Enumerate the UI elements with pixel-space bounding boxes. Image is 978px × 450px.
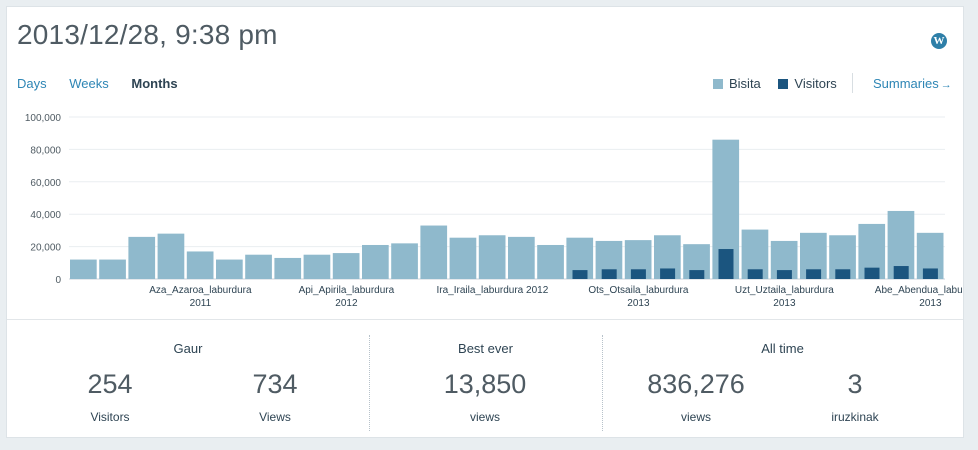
bar-bisita [537, 244, 564, 279]
bar-chart: 0 20,000 40,000 60,000 80,000 100,000 Aza_Azar… [25, 113, 963, 309]
bar-visitors [864, 267, 880, 279]
all-time-comments-value: 3 [847, 369, 863, 399]
bar-bisita [449, 237, 477, 279]
bar-bisita [391, 243, 418, 279]
y-tick-label: 80,000 [30, 145, 61, 156]
summaries-link[interactable]: Summaries → [873, 76, 952, 91]
x-tick-label: Ots_Otsaila_laburdura [588, 285, 688, 296]
legend-swatch-visitors [778, 79, 789, 89]
bar-bisita [478, 235, 506, 279]
today-title: Gaur [173, 341, 203, 356]
bar-bisita [128, 236, 156, 279]
bar-bisita [70, 259, 97, 279]
period-tabs: Days Weeks Months [17, 76, 197, 91]
x-tick-label: Ira_Iraila_laburdura 2012 [437, 285, 549, 296]
bar-visitors [601, 269, 617, 279]
y-tick-label: 0 [55, 275, 61, 286]
wordpress-icon[interactable]: W [931, 33, 947, 49]
stats-card: 2013/12/28, 9:38 pm W Days Weeks Months … [6, 6, 964, 438]
stats-today: Gaur 254 Visitors 734 Views [7, 319, 369, 437]
page-title: 2013/12/28, 9:38 pm [17, 19, 278, 50]
bar-bisita [332, 253, 360, 279]
bar-bisita [216, 259, 243, 279]
all-time-views-stat: 836,276 views [636, 369, 756, 424]
bar-bisita [508, 236, 535, 279]
all-time-comments-stat: 3 iruzkinak [795, 369, 915, 424]
summaries-label: Summaries [873, 76, 939, 91]
legend-label-bisita: Bisita [729, 76, 761, 91]
arrow-right-icon: → [940, 79, 952, 91]
x-tick-label: Uzt_Uztaila_laburdura [735, 285, 834, 296]
x-tick-label: Aza_Azaroa_laburdura [149, 285, 252, 296]
best-ever-label: views [469, 410, 500, 424]
today-views-stat: 734 Views [215, 369, 335, 424]
bar-bisita [420, 225, 448, 279]
x-tick-label-year: 2013 [919, 298, 942, 309]
bar-bisita [362, 244, 389, 279]
legend-label-visitors: Visitors [794, 76, 837, 91]
x-tick-label: Api_Apirila_laburdura [299, 285, 395, 296]
bar-bisita [186, 251, 214, 279]
today-visitors-stat: 254 Visitors [50, 369, 170, 424]
bar-visitors [660, 268, 676, 279]
stats-best-ever: Best ever 13,850 views [369, 319, 602, 437]
all-time-comments-label: iruzkinak [831, 410, 879, 424]
section-divider [7, 319, 963, 320]
legend-divider [852, 73, 853, 93]
bar-visitors [572, 270, 588, 279]
best-ever-stat: 13,850 views [425, 369, 545, 424]
x-tick-label-year: 2011 [190, 298, 212, 309]
bar-bisita [99, 259, 126, 279]
bar-bisita [245, 254, 272, 279]
tab-months[interactable]: Months [131, 76, 178, 91]
bar-visitors [718, 249, 734, 279]
bar-bisita [157, 233, 185, 279]
x-tick-label-year: 2013 [627, 298, 650, 309]
today-views-value: 734 [252, 369, 298, 399]
x-tick-label: Abe_Abendua_laburdura [875, 285, 963, 296]
bar-bisita [303, 254, 331, 279]
legend-item-bisita: Bisita [713, 76, 761, 91]
x-tick-label-year: 2012 [335, 298, 358, 309]
tab-days[interactable]: Days [17, 76, 47, 91]
best-ever-title: Best ever [458, 341, 513, 356]
chart-legend: Bisita Visitors [713, 76, 851, 91]
bar-visitors [747, 269, 763, 279]
stats-all-time: All time 836,276 views 3 iruzkinak [602, 319, 963, 437]
bar-visitors [922, 268, 938, 279]
today-visitors-label: Visitors [90, 410, 130, 424]
bar-visitors [630, 269, 646, 279]
bar-visitors [689, 270, 705, 279]
today-views-label: Views [259, 410, 291, 424]
x-tick-label-year: 2013 [773, 298, 796, 309]
best-ever-value: 13,850 [443, 369, 527, 399]
today-visitors-value: 254 [87, 369, 133, 399]
y-tick-label: 100,000 [25, 113, 62, 124]
bar-bisita [274, 257, 302, 279]
bar-visitors [835, 269, 851, 279]
stats-divider-1 [369, 335, 370, 431]
legend-item-visitors: Visitors [778, 76, 837, 91]
y-tick-label: 20,000 [30, 243, 61, 254]
all-time-views-value: 836,276 [647, 369, 745, 399]
y-tick-label: 60,000 [30, 178, 61, 189]
all-time-title: All time [761, 341, 804, 356]
bar-visitors [893, 266, 909, 279]
legend-swatch-bisita [713, 79, 723, 89]
bar-visitors [776, 270, 792, 279]
all-time-views-label: views [680, 410, 711, 424]
y-tick-label: 40,000 [30, 210, 61, 221]
bar-visitors [806, 269, 822, 279]
stats-divider-2 [602, 335, 603, 431]
tab-weeks[interactable]: Weeks [69, 76, 109, 91]
